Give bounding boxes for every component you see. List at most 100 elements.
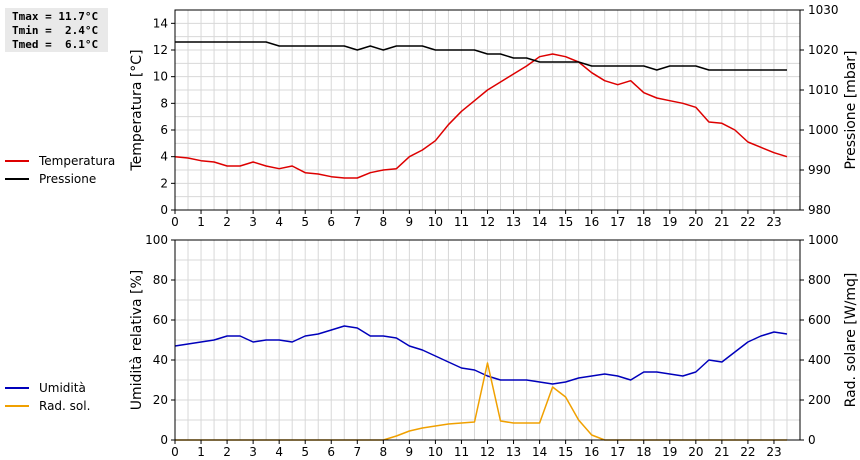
x-tick-label: 0 (171, 445, 179, 459)
x-tick-label: 9 (406, 445, 414, 459)
x-tick-label: 8 (380, 215, 388, 229)
x-tick-label: 10 (428, 445, 443, 459)
tmax-text: Tmax = 11.7°C (12, 10, 99, 23)
y-tick-label: 14 (153, 16, 168, 30)
x-tick-label: 11 (454, 215, 469, 229)
y-tick-label: 12 (153, 43, 168, 57)
x-tick-label: 19 (662, 215, 677, 229)
x-tick-label: 15 (558, 215, 573, 229)
x-tick-label: 13 (506, 445, 521, 459)
y-right-tick-label: 1000 (808, 233, 839, 247)
y-tick-label: 2 (160, 176, 168, 190)
x-tick-label: 3 (249, 215, 257, 229)
x-tick-label: 7 (353, 215, 361, 229)
x-tick-label: 22 (740, 215, 755, 229)
x-tick-label: 0 (171, 215, 179, 229)
legend-bottom: Umidità Rad. sol. (5, 379, 90, 415)
legend-label-umidita: Umidità (39, 381, 86, 395)
x-tick-label: 20 (688, 445, 703, 459)
x-tick-label: 15 (558, 445, 573, 459)
y-tick-label: 4 (160, 150, 168, 164)
x-tick-label: 9 (406, 215, 414, 229)
y-right-axis-label: Pressione [mbar] (843, 50, 859, 169)
y-right-tick-label: 990 (808, 163, 831, 177)
y-right-tick-label: 200 (808, 393, 831, 407)
legend-swatch-pressione (5, 178, 29, 180)
x-tick-label: 23 (766, 215, 781, 229)
y-right-tick-label: 800 (808, 273, 831, 287)
series-line-temperatura (174, 53, 788, 179)
x-tick-label: 19 (662, 445, 677, 459)
series-line-rad-sol- (175, 362, 787, 441)
chart-top: 0 1 2 3 4 5 6 7 8 9 10 11 12 13 14 15 16 17 18 19 20 21 22 2302… (129, 3, 859, 229)
legend-top: Temperatura Pressione (5, 152, 115, 188)
y-tick-label: 40 (153, 353, 168, 367)
x-tick-label: 11 (454, 445, 469, 459)
x-tick-label: 4 (275, 215, 283, 229)
x-tick-label: 12 (480, 445, 495, 459)
legend-swatch-temperatura (5, 160, 29, 162)
legend-label-temperatura: Temperatura (39, 154, 116, 168)
x-tick-label: 20 (688, 215, 703, 229)
x-tick-label: 5 (301, 215, 309, 229)
x-tick-label: 18 (636, 215, 651, 229)
x-tick-label: 1 (197, 445, 205, 459)
y-right-tick-label: 600 (808, 313, 831, 327)
x-tick-label: 1 (197, 215, 205, 229)
y-tick-label: 10 (153, 70, 168, 84)
tmin-text: Tmin = 2.4°C (12, 24, 99, 37)
x-tick-label: 7 (353, 445, 361, 459)
y-right-tick-label: 1000 (808, 123, 839, 137)
x-tick-label: 18 (636, 445, 651, 459)
x-tick-label: 21 (714, 215, 729, 229)
legend-swatch-rad-sol (5, 405, 29, 407)
y-tick-label: 6 (160, 123, 168, 137)
x-tick-label: 21 (714, 445, 729, 459)
legend-item-umidita: Umidità (5, 379, 90, 397)
y-right-tick-label: 0 (808, 433, 816, 447)
y-tick-label: 20 (153, 393, 168, 407)
x-tick-label: 14 (532, 445, 547, 459)
y-right-tick-label: 980 (808, 203, 831, 217)
y-right-axis-label: Rad. solare [W/mq] (843, 273, 859, 408)
y-tick-label: 0 (160, 203, 168, 217)
legend-item-pressione: Pressione (5, 170, 115, 188)
y-tick-label: 8 (160, 96, 168, 110)
legend-item-rad-sol: Rad. sol. (5, 397, 90, 415)
x-tick-label: 5 (301, 445, 309, 459)
y-tick-label: 100 (145, 233, 168, 247)
y-right-tick-label: 1010 (808, 83, 839, 97)
y-tick-label: 0 (160, 433, 168, 447)
legend-swatch-umidita (5, 387, 29, 389)
y-right-tick-label: 1030 (808, 3, 839, 17)
legend-item-temperatura: Temperatura (5, 152, 115, 170)
y-tick-label: 60 (153, 313, 168, 327)
stats-box: Tmax = 11.7°C Tmin = 2.4°C Tmed = 6.1°C (5, 8, 108, 52)
y-tick-label: 80 (153, 273, 168, 287)
x-tick-label: 8 (380, 445, 388, 459)
series-line-umidit- (174, 325, 788, 385)
y-axis-label: Umidità relativa [%] (129, 270, 145, 411)
chart-bottom: 0 1 2 3 4 5 6 7 8 9 10 11 12 13 14 15 16 17 18 19 20 21 22 2302… (129, 233, 859, 459)
x-tick-label: 14 (532, 215, 547, 229)
x-tick-label: 6 (327, 215, 335, 229)
x-tick-label: 2 (223, 445, 231, 459)
x-tick-label: 6 (327, 445, 335, 459)
x-tick-label: 3 (249, 445, 257, 459)
x-tick-label: 10 (428, 215, 443, 229)
x-tick-label: 22 (740, 445, 755, 459)
x-tick-label: 16 (584, 215, 599, 229)
x-tick-label: 12 (480, 215, 495, 229)
y-axis-label: Temperatura [°C] (129, 49, 145, 171)
x-tick-label: 2 (223, 215, 231, 229)
y-right-tick-label: 1020 (808, 43, 839, 57)
x-tick-label: 17 (610, 215, 625, 229)
x-tick-label: 23 (766, 445, 781, 459)
legend-label-pressione: Pressione (39, 172, 97, 186)
series-line-pressione (175, 41, 787, 71)
legend-label-rad-sol: Rad. sol. (39, 399, 91, 413)
x-tick-label: 13 (506, 215, 521, 229)
x-tick-label: 17 (610, 445, 625, 459)
x-tick-label: 4 (275, 445, 283, 459)
